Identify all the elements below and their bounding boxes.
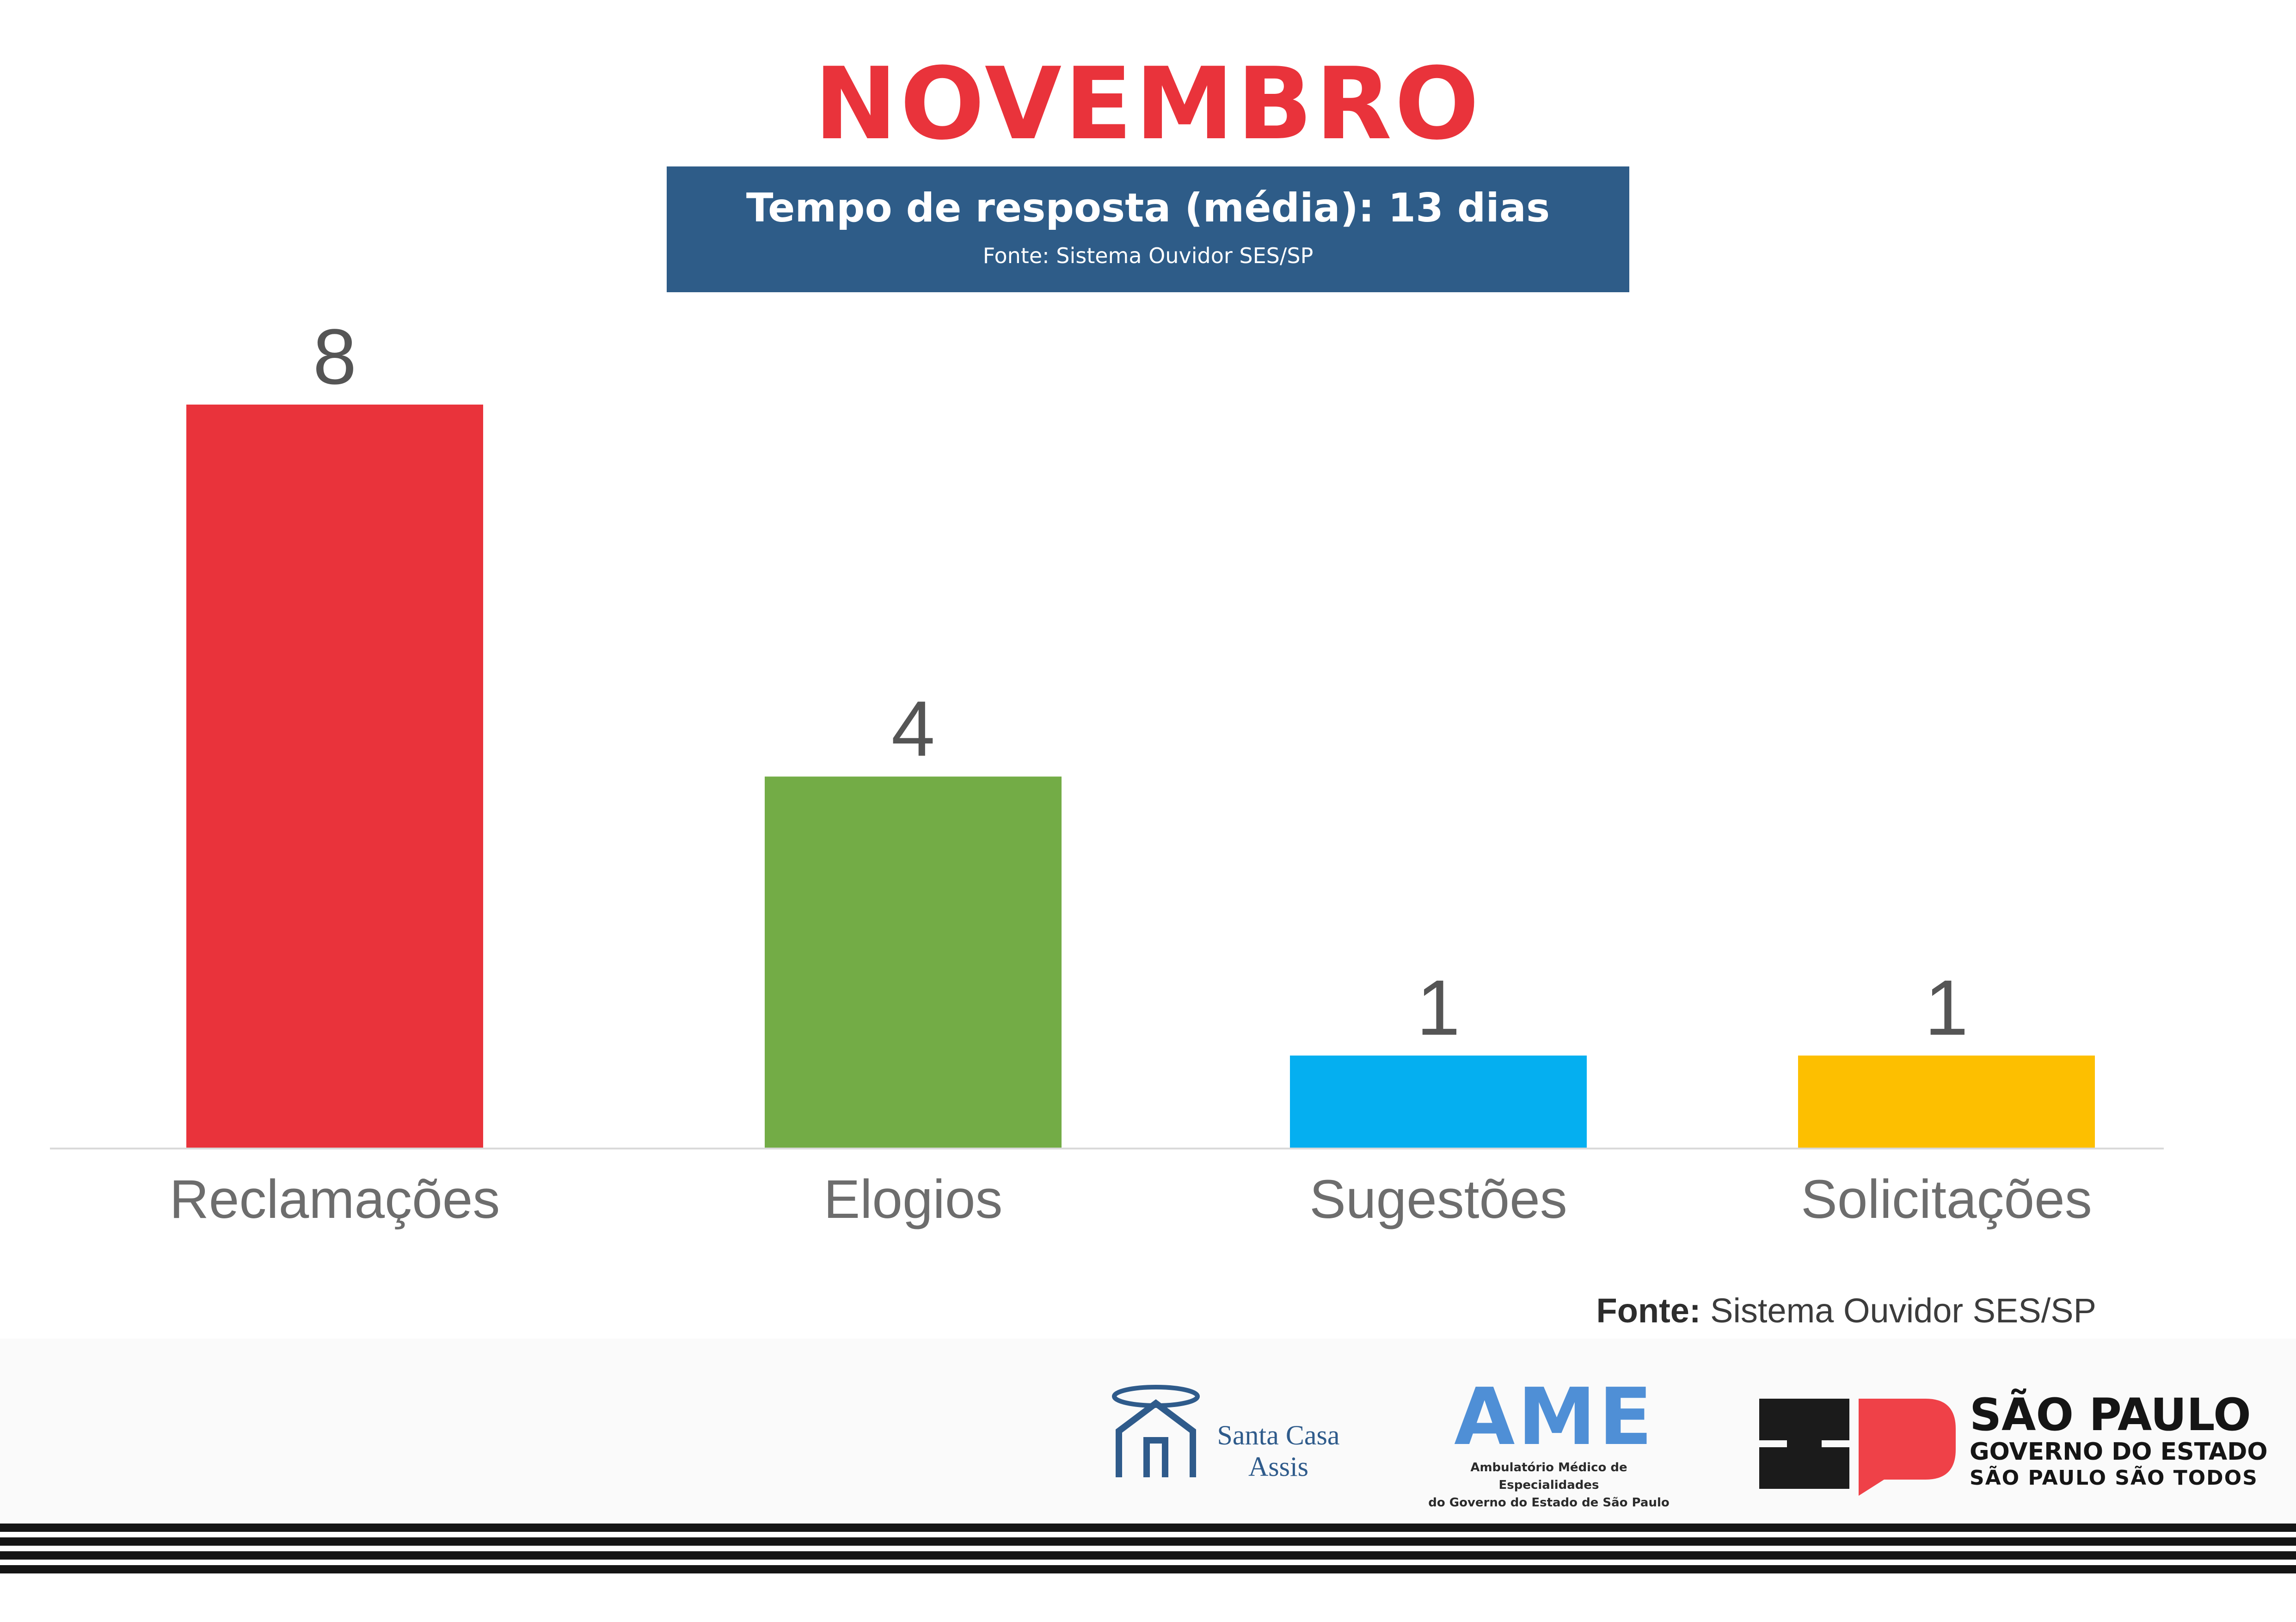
stripe bbox=[0, 1565, 2296, 1573]
sp-monogram-icon bbox=[1759, 1399, 1956, 1496]
santa-casa-logo: Santa Casa Assis bbox=[1110, 1382, 1350, 1484]
stripe bbox=[0, 1551, 2296, 1560]
ame-description-line2: do Governo do Estado de São Paulo bbox=[1428, 1496, 1670, 1510]
stripe bbox=[0, 1537, 2296, 1546]
sp-line2: GOVERNO DO ESTADO bbox=[1970, 1438, 2268, 1466]
category-label: Solicitações bbox=[1801, 1169, 2092, 1230]
sp-line3: SÃO PAULO SÃO TODOS bbox=[1970, 1466, 2258, 1490]
bar-chart: 8 Reclamações 4 Elogios 1 Sugestões 1 Solicitaç… bbox=[50, 313, 2164, 1230]
source-text: Sistema Ouvidor SES/SP bbox=[1701, 1291, 2096, 1330]
page-title: NOVEMBRO bbox=[814, 46, 1482, 162]
bar-2 bbox=[1290, 1055, 1587, 1149]
response-time-box: Tempo de resposta (média): 13 dias Fonte… bbox=[667, 166, 1629, 292]
ame-mark: AME bbox=[1454, 1371, 1655, 1463]
ame-description: Ambulatório Médico de Especialidades do … bbox=[1419, 1459, 1678, 1511]
category-label: Elogios bbox=[823, 1169, 1002, 1230]
response-time-text: Tempo de resposta (média): 13 dias bbox=[746, 185, 1550, 231]
bar-1 bbox=[765, 776, 1062, 1149]
santa-casa-name: Santa Casa Assis bbox=[1217, 1420, 1340, 1482]
sp-line1: SÃO PAULO bbox=[1970, 1389, 2251, 1441]
bar-value-label: 8 bbox=[313, 313, 357, 401]
footer-stripes bbox=[0, 1524, 2296, 1579]
response-time-source: Fonte: Sistema Ouvidor SES/SP bbox=[982, 243, 1314, 268]
sao-paulo-government-logo: SÃO PAULO GOVERNO DO ESTADO SÃO PAULO SÃ… bbox=[1759, 1389, 2268, 1496]
bar-value-label: 4 bbox=[891, 685, 935, 773]
source-note: Fonte: Sistema Ouvidor SES/SP bbox=[1596, 1290, 2097, 1332]
stripe bbox=[0, 1524, 2296, 1532]
ame-description-line1: Ambulatório Médico de Especialidades bbox=[1470, 1461, 1627, 1492]
bar-0 bbox=[186, 405, 483, 1149]
chart-bars bbox=[186, 405, 2095, 1149]
source-label: Fonte: bbox=[1596, 1291, 1701, 1330]
category-label: Sugestões bbox=[1309, 1169, 1567, 1230]
bar-value-label: 1 bbox=[1925, 964, 1969, 1052]
ame-logo: AME Ambulatório Médico de Especialidades… bbox=[1419, 1371, 1678, 1510]
santa-casa-house-icon bbox=[1112, 1385, 1200, 1477]
bar-value-label: 1 bbox=[1417, 964, 1461, 1052]
chart-labels: 8 Reclamações 4 Elogios 1 Sugestões 1 Solicitaç… bbox=[170, 313, 2092, 1230]
category-label: Reclamações bbox=[170, 1169, 500, 1230]
bar-3 bbox=[1798, 1055, 2095, 1149]
